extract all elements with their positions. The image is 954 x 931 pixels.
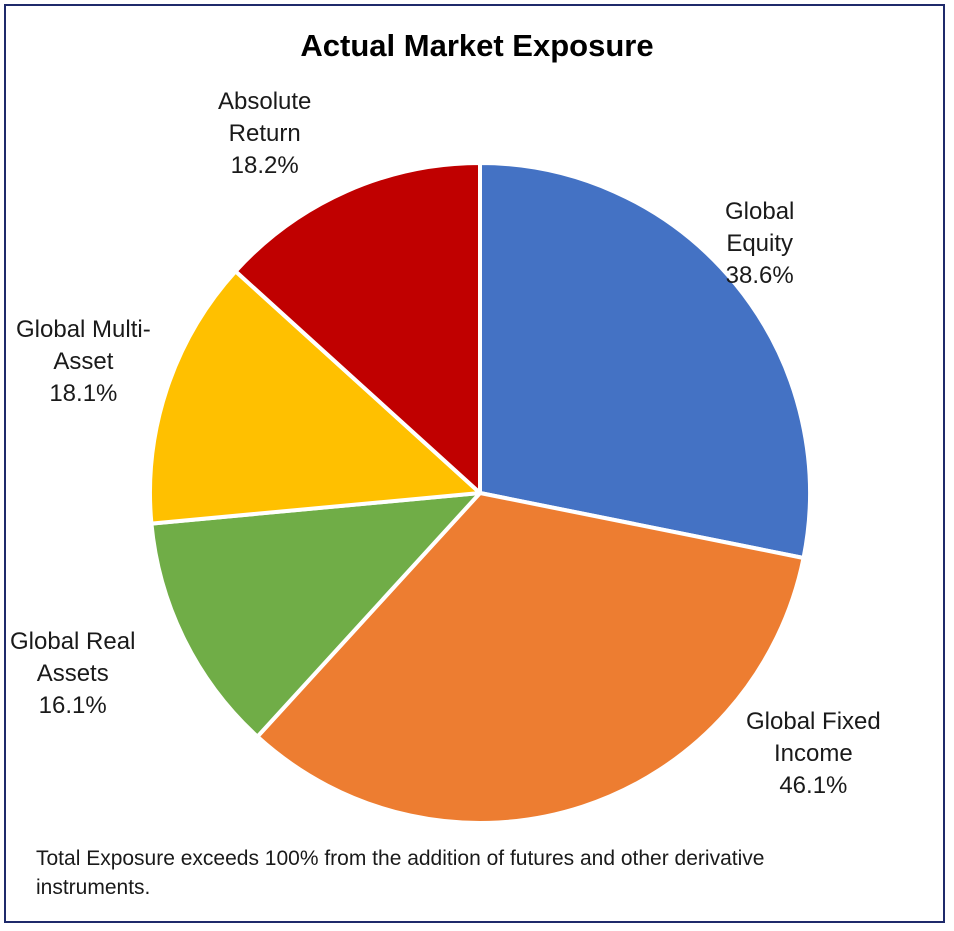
slice-label-value: 16.1%: [38, 692, 107, 719]
slice-label-name-line-2: Return: [228, 120, 301, 147]
slice-label-value: 46.1%: [779, 772, 848, 799]
slice-label-name-line-1: Global Fixed: [746, 708, 881, 735]
slice-label-name-line-2: Assets: [36, 660, 109, 687]
pie-slice-global-real-assets: [149, 491, 482, 739]
slice-label-name-line-2: Asset: [53, 348, 114, 375]
pie-slice-global-equity: [478, 161, 812, 560]
pie-slice-absolute-return: [233, 161, 482, 495]
slice-label-name-line-1: Absolute: [218, 88, 312, 115]
slice-label-name-line-1: Global Real: [10, 628, 136, 655]
slice-label-name-line-2: Income: [774, 740, 853, 767]
slice-label-global-equity: Global Equity 38.6%: [725, 196, 794, 292]
slice-label-value: 38.6%: [725, 262, 794, 289]
pie-slice-global-fixed-income: [255, 491, 806, 825]
slice-label-global-multi-asset: Global Multi- Asset 18.1%: [16, 314, 151, 410]
slice-label-value: 18.1%: [49, 380, 118, 407]
chart-title: Actual Market Exposure: [300, 28, 654, 63]
pie-slice-global-multi-asset: [148, 269, 482, 526]
slice-label-global-real-assets: Global Real Assets 16.1%: [10, 626, 135, 722]
slice-label-absolute-return: Absolute Return 18.2%: [218, 86, 311, 182]
slice-label-name-line-2: Equity: [726, 230, 794, 257]
slice-label-name-line-1: Global Multi-: [16, 316, 151, 343]
slice-label-name-line-1: Global: [725, 198, 795, 225]
slice-label-value: 18.2%: [230, 152, 299, 179]
slice-label-global-fixed-income: Global Fixed Income 46.1%: [746, 706, 881, 802]
footnote: Total Exposure exceeds 100% from the add…: [36, 847, 765, 899]
